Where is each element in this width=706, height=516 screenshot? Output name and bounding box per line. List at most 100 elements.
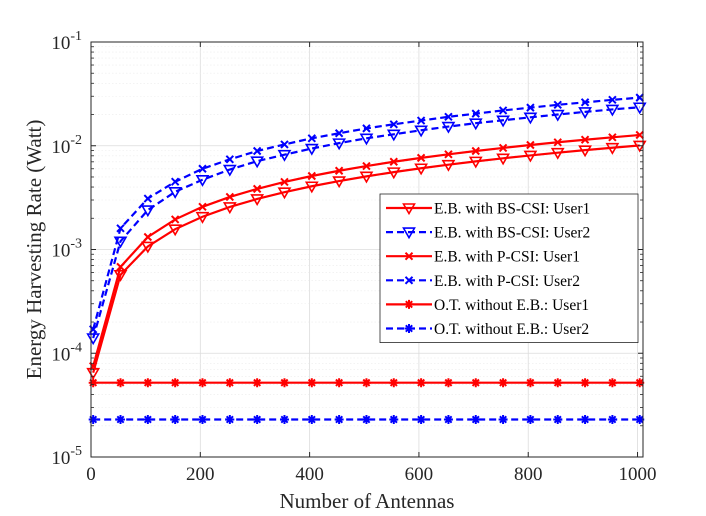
data-point: [607, 414, 617, 424]
data-point: [386, 167, 401, 180]
data-point: [88, 414, 98, 424]
legend-item: E.B. with BS-CSI: User1: [386, 201, 590, 218]
data-point: [140, 205, 155, 218]
data-point: [498, 414, 508, 424]
data-point: [635, 130, 644, 140]
data-point: [361, 378, 371, 388]
data-point: [334, 166, 344, 175]
data-point: [143, 232, 153, 242]
data-point: [252, 146, 262, 156]
data-point: [578, 107, 592, 119]
data-point: [471, 378, 481, 388]
data-point: [635, 93, 644, 102]
data-point: [225, 155, 235, 164]
data-point: [553, 414, 563, 424]
data-point: [198, 202, 207, 212]
data-point: [635, 378, 645, 388]
data-point: [526, 103, 535, 112]
data-point: [250, 194, 265, 207]
data-point: [608, 95, 617, 105]
data-point: [416, 116, 426, 125]
data-point: [471, 146, 480, 156]
legend-label: E.B. with BS-CSI: User2: [434, 225, 590, 242]
series-line: [92, 106, 640, 339]
data-point: [416, 414, 426, 424]
legend-box: [379, 193, 639, 344]
data-point: [389, 157, 398, 166]
data-point: [468, 118, 483, 131]
data-point: [468, 156, 483, 169]
data-point: [170, 378, 180, 388]
data-point: [498, 106, 508, 115]
data-point: [198, 164, 207, 173]
data-point: [498, 378, 508, 388]
x-tick-label: 0: [86, 464, 96, 485]
legend-item: E.B. with P-CSI: User2: [386, 273, 580, 290]
data-point: [195, 211, 210, 224]
data-point: [222, 164, 237, 177]
data-point: [143, 378, 153, 388]
data-point: [441, 121, 456, 134]
data-point: [553, 100, 562, 110]
axes: 0 200 400 600 800 1000 10-5 10-4 10-3 10-2 10-1: [51, 29, 656, 485]
data-point: [635, 414, 645, 424]
data-point: [553, 378, 563, 388]
data-point: [498, 143, 508, 153]
legend-label: E.B. with P-CSI: User2: [434, 273, 580, 290]
data-point: [332, 138, 347, 151]
data-point: [168, 224, 183, 237]
data-point: [605, 142, 620, 155]
data-point: [389, 378, 399, 388]
data-point: [277, 149, 292, 162]
x-tick-label: 200: [186, 464, 215, 485]
data-point: [386, 129, 401, 142]
legend-marker: [404, 251, 414, 261]
data-point: [632, 102, 647, 115]
data-point: [195, 174, 210, 187]
legend-item: E.B. with P-CSI: User1: [386, 249, 580, 266]
data-point: [553, 138, 562, 147]
data-point: [414, 125, 428, 138]
y-axis-title: Energy Harvesting Rate (Watt): [22, 120, 46, 380]
series-e-b-with-p-csi-user1: [88, 130, 644, 371]
data-point: [168, 186, 183, 199]
data-point: [550, 109, 565, 122]
data-point: [361, 414, 371, 424]
data-point: [550, 147, 565, 160]
data-point: [222, 202, 237, 215]
data-point: [307, 134, 317, 143]
data-point: [496, 153, 510, 166]
data-point: [116, 414, 126, 424]
x-tick-label: 400: [295, 464, 324, 485]
y-tick-label: 10-5: [51, 444, 82, 469]
data-point: [307, 171, 317, 181]
data-point: [304, 143, 319, 156]
data-point: [334, 129, 344, 138]
data-point: [443, 414, 453, 424]
legend-label: O.T. without E.B.: User1: [434, 297, 589, 314]
legend-marker: [404, 324, 414, 333]
data-point: [307, 414, 317, 424]
legend-item: O.T. without E.B.: User2: [386, 321, 589, 338]
data-point: [197, 378, 207, 388]
legend-marker: [402, 227, 416, 240]
data-point: [471, 109, 480, 118]
data-point: [225, 192, 235, 202]
data-point: [307, 378, 317, 388]
legend-marker: [404, 299, 414, 309]
data-point: [496, 115, 510, 128]
y-tick-label: 10-3: [51, 237, 82, 262]
data-point: [443, 378, 453, 388]
data-point: [362, 124, 371, 133]
legend-label: O.T. without E.B.: User2: [434, 321, 589, 338]
series-e-b-with-bs-csi-user2: [86, 102, 647, 346]
data-point: [523, 112, 538, 125]
data-point: [525, 378, 535, 388]
data-point: [580, 98, 590, 107]
data-point: [225, 378, 235, 388]
data-point: [416, 153, 426, 163]
data-point: [332, 176, 347, 189]
data-point: [140, 241, 155, 254]
data-point: [334, 414, 344, 424]
